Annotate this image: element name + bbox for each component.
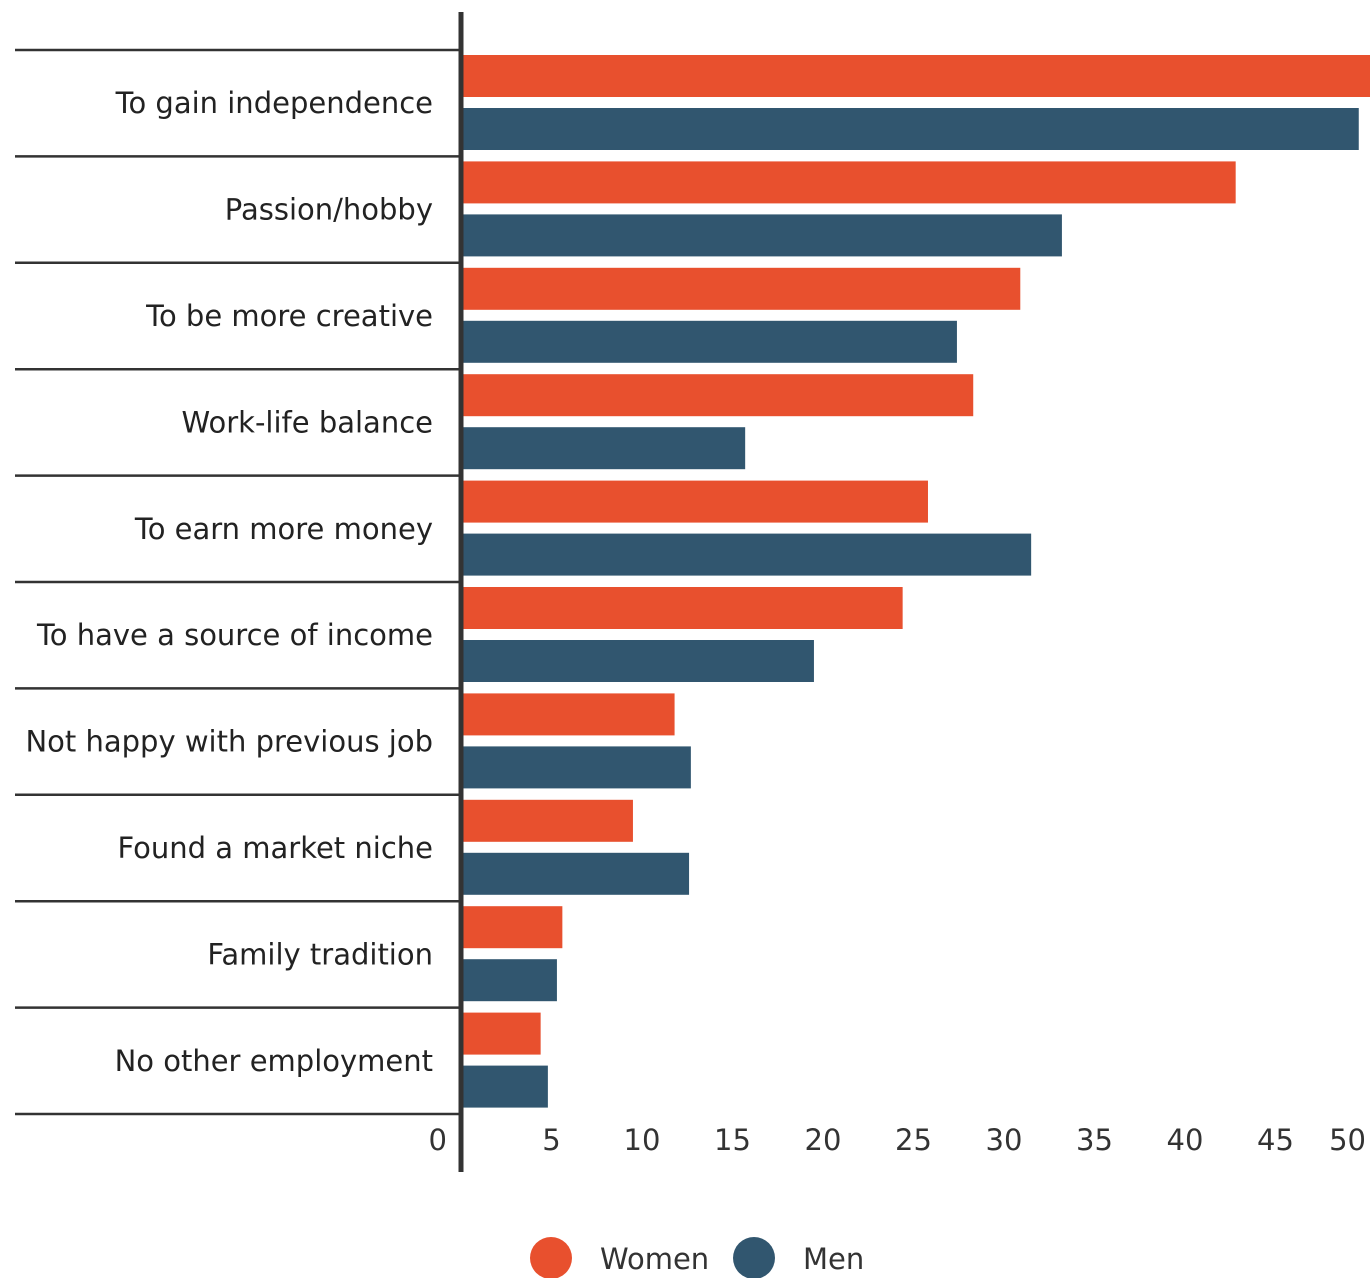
legend-label-women: Women — [600, 1242, 709, 1276]
legend-marker-women — [530, 1237, 572, 1278]
bar-women — [461, 587, 903, 629]
bar-men — [461, 108, 1359, 150]
bar-men — [461, 320, 957, 363]
legend-marker-men — [733, 1237, 775, 1278]
x-tick-label: 45 — [1257, 1123, 1294, 1157]
legend: Women Men — [530, 1237, 864, 1278]
category-label: No other employment — [115, 1044, 433, 1078]
category-separators — [15, 48, 461, 1116]
bar-women — [461, 374, 974, 417]
bars-group — [461, 55, 1370, 1108]
bar-men — [461, 214, 1062, 257]
bar-men — [461, 746, 691, 789]
x-tick-label: 15 — [714, 1123, 751, 1157]
category-label: Work-life balance — [182, 405, 433, 439]
x-tick-label: 25 — [895, 1123, 932, 1157]
x-axis-ticks: 0 5 10 15 20 25 30 35 40 45 50 — [429, 1123, 1366, 1157]
bar-men — [461, 427, 746, 470]
category-label: To gain independence — [115, 86, 433, 120]
x-tick-label: 50 — [1329, 1123, 1366, 1157]
bar-women — [461, 799, 633, 842]
x-tick-label: 0 — [429, 1123, 447, 1157]
bar-women — [461, 906, 563, 949]
bar-men — [461, 640, 814, 682]
category-label: To have a source of income — [36, 618, 433, 652]
bar-women — [461, 267, 1021, 310]
bar-men — [461, 533, 1032, 576]
bar-women — [461, 1012, 541, 1055]
category-label: Passion/hobby — [225, 193, 433, 227]
x-tick-label: 40 — [1167, 1123, 1204, 1157]
category-labels: To gain independence Passion/hobby To be m… — [25, 86, 433, 1078]
category-label: Family tradition — [207, 937, 433, 971]
bar-men — [461, 959, 557, 1002]
bar-women — [461, 480, 928, 523]
bar-women — [461, 693, 675, 736]
x-tick-label: 10 — [624, 1123, 661, 1157]
category-label: Found a market niche — [117, 831, 433, 865]
bar-men — [461, 1065, 548, 1108]
bar-men — [461, 852, 690, 895]
x-tick-label: 35 — [1076, 1123, 1113, 1157]
bar-women — [461, 55, 1370, 97]
legend-label-men: Men — [803, 1242, 864, 1276]
category-label: To earn more money — [134, 512, 433, 546]
x-tick-label: 30 — [986, 1123, 1023, 1157]
x-tick-label: 20 — [805, 1123, 842, 1157]
x-tick-label: 5 — [542, 1123, 560, 1157]
category-label: Not happy with previous job — [25, 725, 433, 759]
category-label: To be more creative — [145, 299, 433, 333]
bar-women — [461, 161, 1236, 204]
